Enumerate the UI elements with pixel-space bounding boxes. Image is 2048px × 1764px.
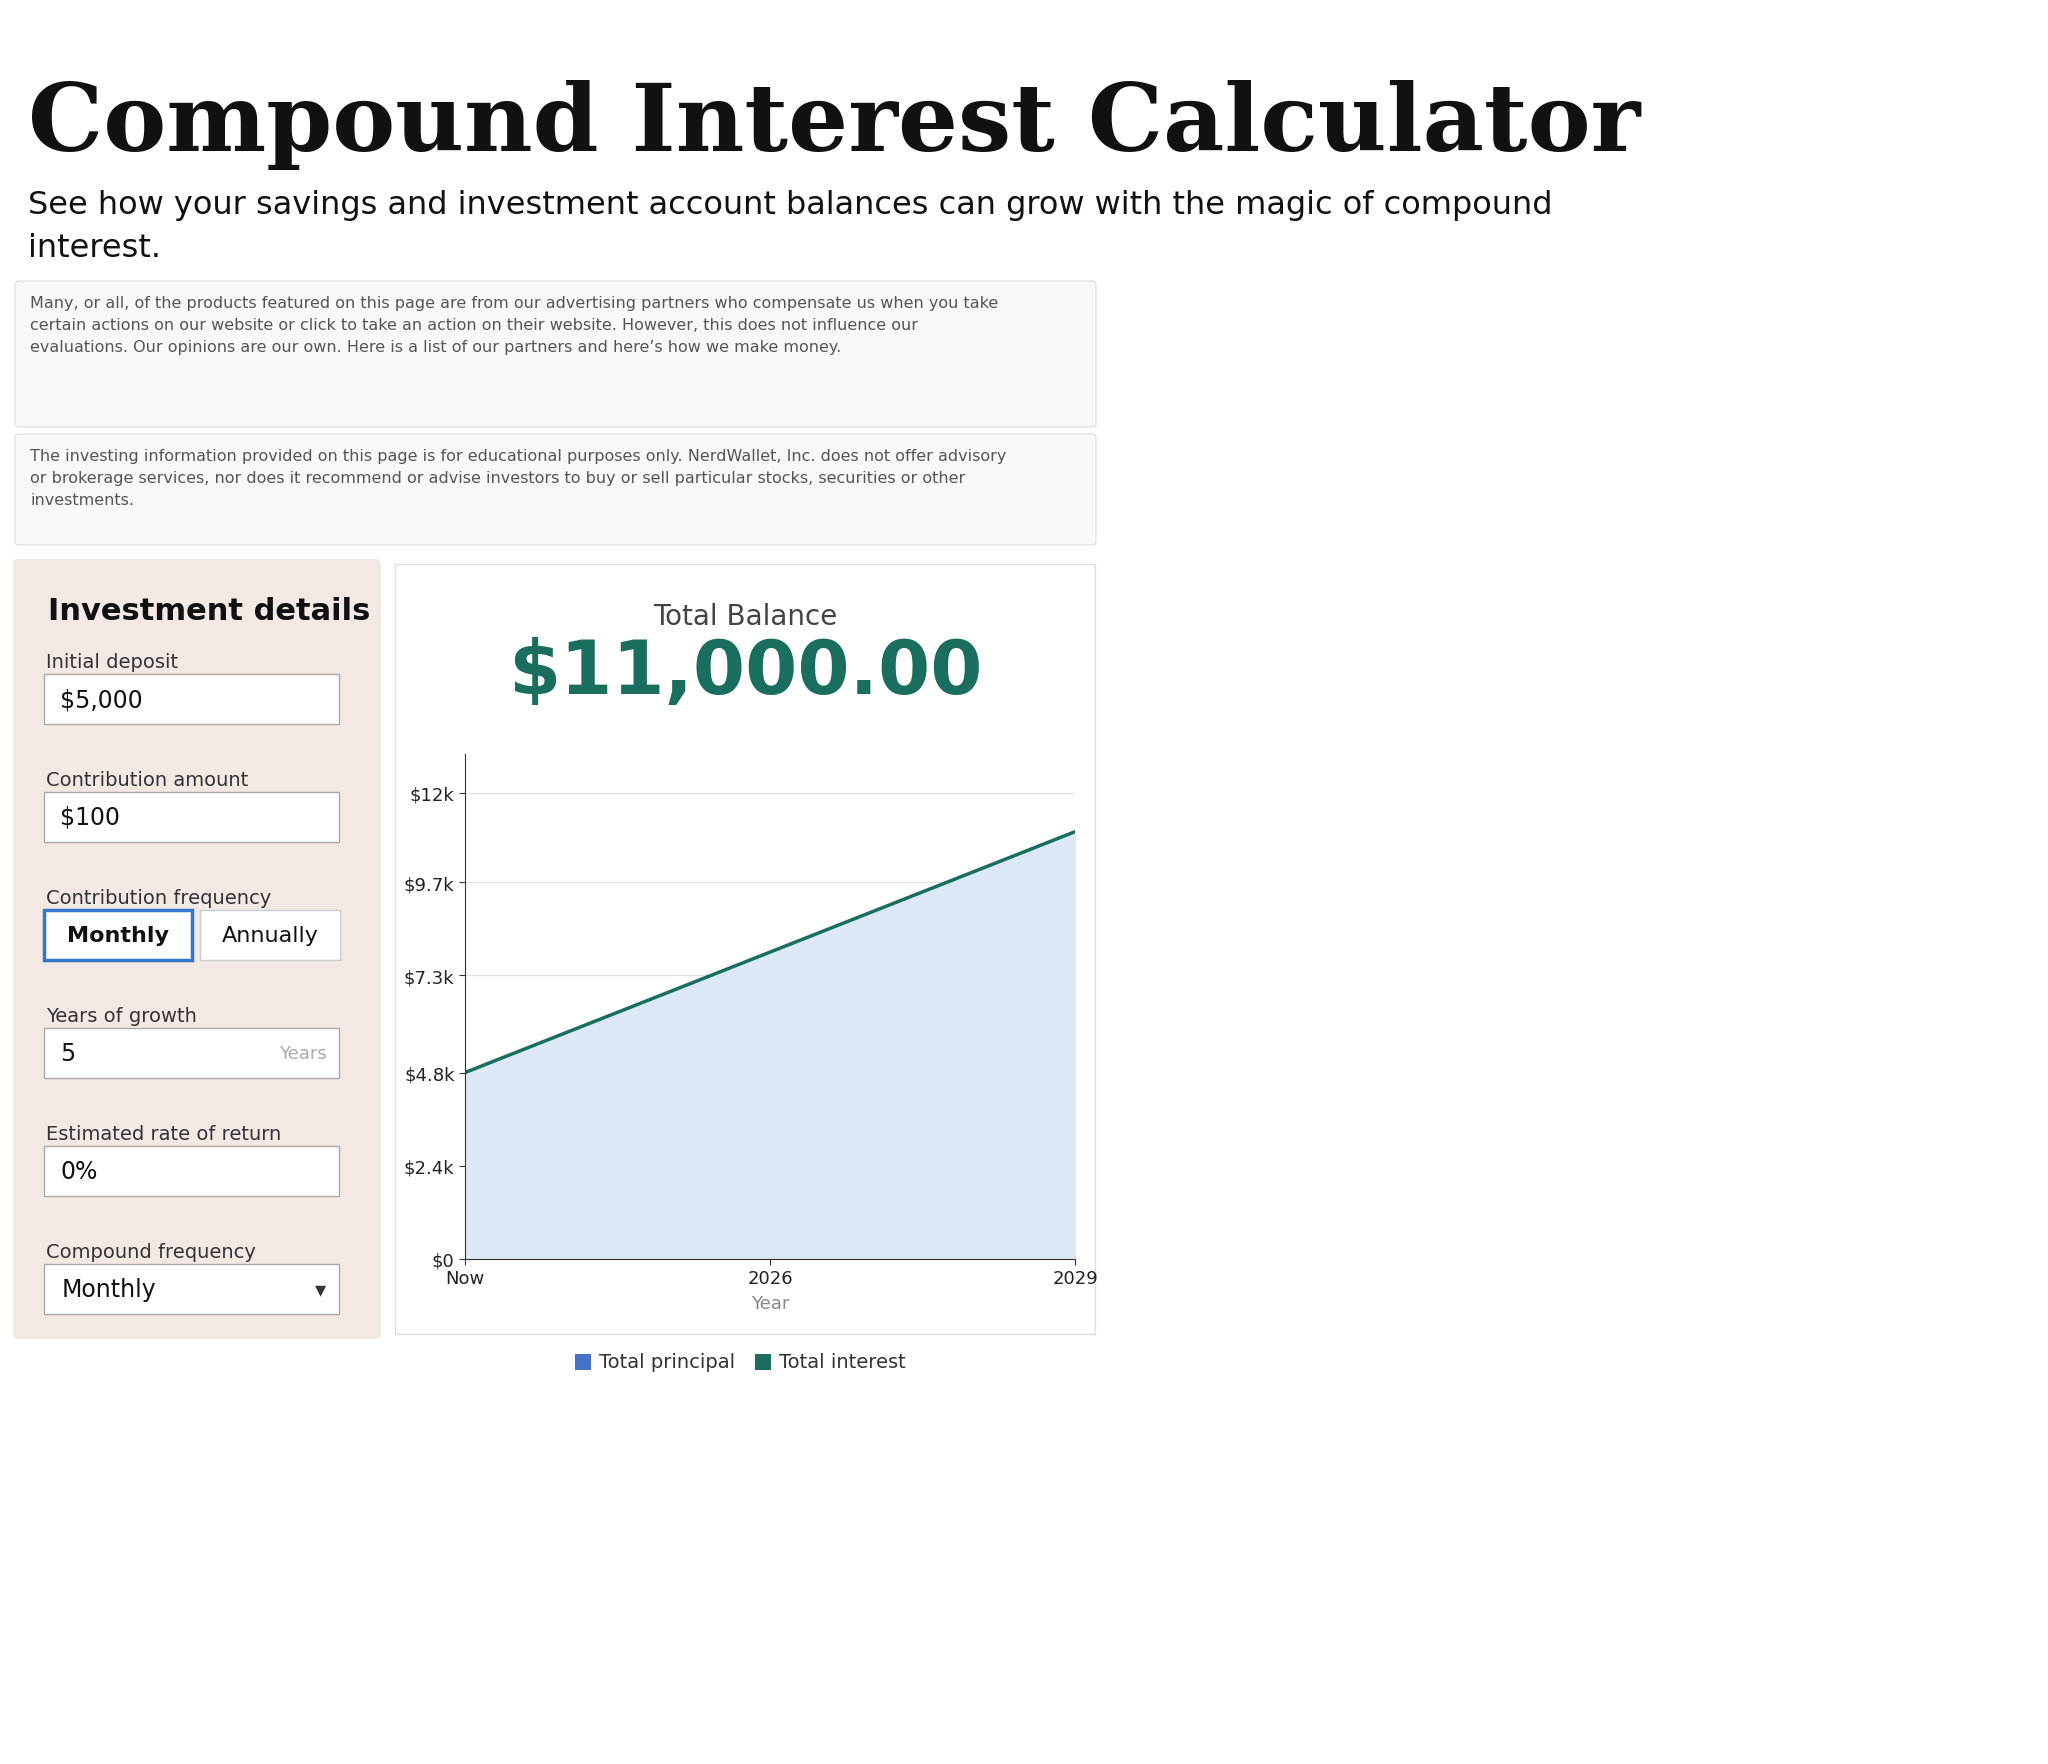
FancyBboxPatch shape	[395, 564, 1096, 1334]
Text: Years: Years	[279, 1044, 328, 1062]
Text: The investing information provided on this page is for educational purposes only: The investing information provided on th…	[31, 448, 1006, 508]
FancyBboxPatch shape	[43, 1265, 340, 1314]
Text: Estimated rate of return: Estimated rate of return	[45, 1124, 281, 1143]
FancyBboxPatch shape	[43, 910, 193, 960]
Text: See how your savings and investment account balances can grow with the magic of : See how your savings and investment acco…	[29, 191, 1552, 265]
Text: Years of growth: Years of growth	[45, 1007, 197, 1025]
X-axis label: Year: Year	[752, 1295, 788, 1312]
Text: Monthly: Monthly	[61, 1277, 158, 1302]
Bar	[756, 1355, 770, 1371]
Text: Total interest: Total interest	[778, 1353, 905, 1372]
FancyBboxPatch shape	[43, 1147, 340, 1196]
Text: Monthly: Monthly	[68, 926, 170, 946]
Text: Initial deposit: Initial deposit	[45, 653, 178, 672]
Bar	[575, 1355, 592, 1371]
FancyBboxPatch shape	[14, 434, 1096, 545]
Text: Contribution frequency: Contribution frequency	[45, 889, 270, 907]
Text: Contribution amount: Contribution amount	[45, 771, 248, 790]
Text: 5: 5	[59, 1041, 76, 1065]
Text: Total Balance: Total Balance	[653, 603, 838, 632]
Text: $11,000.00: $11,000.00	[508, 637, 983, 709]
Text: Annually: Annually	[221, 926, 317, 946]
Text: Compound Interest Calculator: Compound Interest Calculator	[29, 79, 1640, 169]
Text: ▾: ▾	[315, 1279, 326, 1300]
FancyBboxPatch shape	[43, 674, 340, 725]
FancyBboxPatch shape	[43, 1028, 340, 1078]
FancyBboxPatch shape	[43, 792, 340, 843]
Text: 0%: 0%	[59, 1159, 98, 1184]
FancyBboxPatch shape	[14, 282, 1096, 427]
Text: $100: $100	[59, 806, 121, 829]
Text: Total principal: Total principal	[598, 1353, 735, 1372]
FancyBboxPatch shape	[201, 910, 340, 960]
Text: Investment details: Investment details	[47, 596, 371, 626]
Text: Compound frequency: Compound frequency	[45, 1242, 256, 1261]
FancyBboxPatch shape	[12, 559, 381, 1339]
Text: $5,000: $5,000	[59, 688, 143, 711]
Text: Many, or all, of the products featured on this page are from our advertising par: Many, or all, of the products featured o…	[31, 296, 997, 355]
